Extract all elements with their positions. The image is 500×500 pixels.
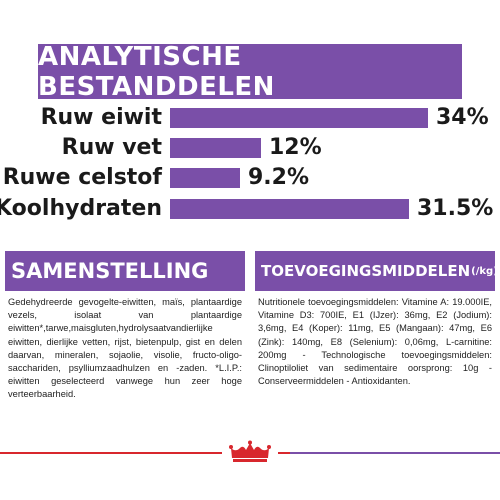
composition-header: SAMENSTELLING — [5, 251, 245, 291]
analysis-row: Ruw vet 12% — [0, 133, 500, 163]
additives-text: Nutritionele toevoegingsmiddelen: Vitami… — [258, 297, 492, 387]
analysis-row: Ruw eiwit 34% — [0, 103, 500, 133]
row-value: 12% — [269, 135, 322, 160]
royal-canin-crown-icon — [226, 440, 274, 466]
value-bar — [170, 168, 240, 188]
additives-header: TOEVOEGINGSMIDDELEN(/kg) — [255, 251, 495, 291]
composition-panel: SAMENSTELLING Gedehydreerde gevogelte-ei… — [5, 251, 245, 489]
row-value: 34% — [436, 105, 489, 130]
row-label: Ruw eiwit — [40, 105, 162, 130]
additives-panel: TOEVOEGINGSMIDDELEN(/kg) Nutritionele to… — [255, 251, 495, 489]
row-label: Ruw vet — [61, 135, 162, 160]
value-bar — [170, 138, 261, 158]
value-bar — [170, 199, 409, 219]
composition-text: Gedehydreerde gevogelte-eiwitten, maïs, … — [8, 297, 242, 400]
analysis-title: ANALYTISCHE BESTANDDELEN — [38, 41, 275, 102]
row-value: 9.2% — [248, 165, 310, 190]
analysis-row: Koolhydraten 31.5% — [0, 194, 500, 224]
footer-divider — [0, 452, 222, 454]
value-bar — [170, 108, 428, 128]
composition-title: SAMENSTELLING — [11, 259, 209, 283]
additives-unit: (/kg) — [471, 265, 495, 277]
analysis-banner: ANALYTISCHE BESTANDDELEN — [38, 41, 462, 102]
analysis-row: Ruwe celstof 9.2% — [0, 163, 500, 193]
row-label: Ruwe celstof — [2, 165, 162, 190]
row-value: 31.5% — [417, 196, 494, 221]
footer-divider — [278, 452, 298, 454]
footer-divider-accent — [290, 452, 500, 454]
row-label: Koolhydraten — [0, 196, 162, 221]
additives-title: TOEVOEGINGSMIDDELEN — [261, 262, 471, 280]
